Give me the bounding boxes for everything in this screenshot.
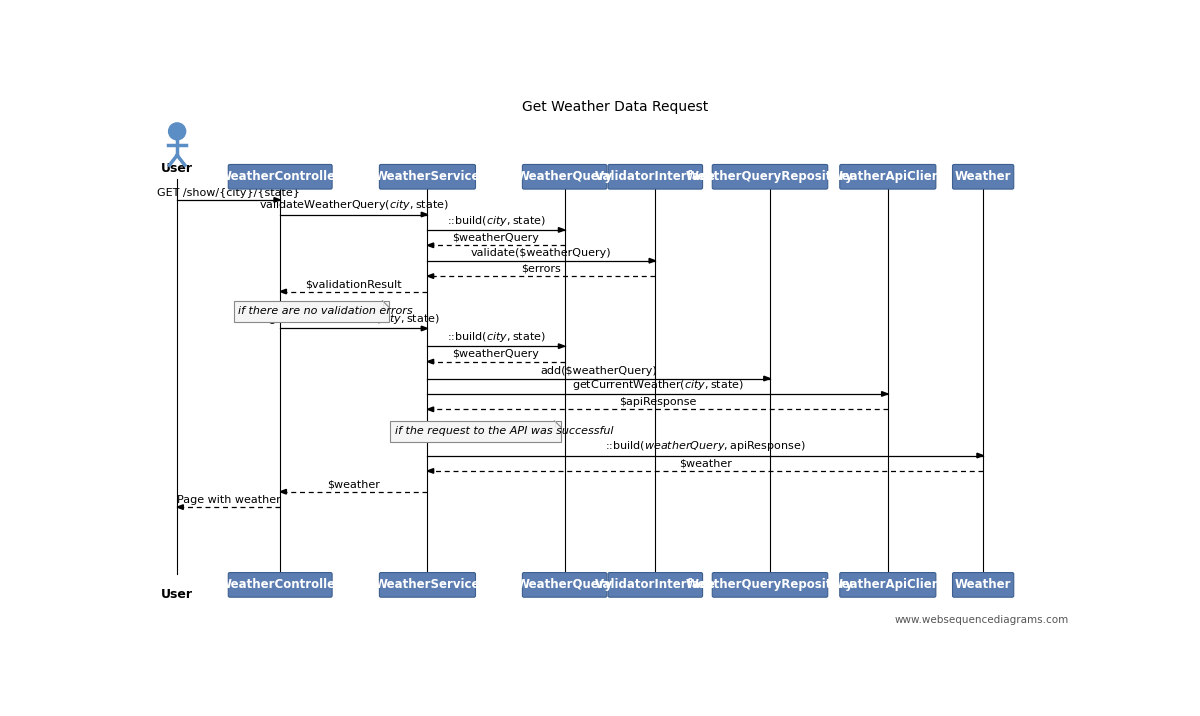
Text: if there are no validation errors: if there are no validation errors: [239, 306, 413, 316]
Text: if the request to the API was successful: if the request to the API was successful: [395, 426, 613, 436]
Text: validateWeatherQuery($city, $state): validateWeatherQuery($city, $state): [259, 198, 449, 212]
Polygon shape: [558, 228, 565, 232]
FancyBboxPatch shape: [379, 165, 475, 189]
Text: WeatherService: WeatherService: [374, 170, 480, 183]
Polygon shape: [649, 258, 655, 263]
FancyBboxPatch shape: [713, 573, 828, 597]
Text: getCurrentWeather($city, $state): getCurrentWeather($city, $state): [571, 377, 744, 392]
FancyBboxPatch shape: [840, 165, 936, 189]
Text: WeatherController: WeatherController: [218, 170, 342, 183]
Text: WeatherQuery: WeatherQuery: [516, 170, 613, 183]
Polygon shape: [178, 505, 184, 509]
FancyBboxPatch shape: [953, 573, 1014, 597]
Polygon shape: [281, 289, 287, 294]
Text: www.websequencediagrams.com: www.websequencediagrams.com: [894, 615, 1068, 625]
Text: ValidatorInterface: ValidatorInterface: [595, 170, 715, 183]
Polygon shape: [427, 243, 433, 248]
Polygon shape: [882, 392, 888, 396]
FancyBboxPatch shape: [608, 165, 702, 189]
Text: WeatherApiClient: WeatherApiClient: [829, 579, 946, 591]
Text: ValidatorInterface: ValidatorInterface: [595, 579, 715, 591]
Text: validate($weatherQuery): validate($weatherQuery): [472, 248, 612, 258]
Text: getCurrentWeather($city, $state): getCurrentWeather($city, $state): [268, 312, 439, 326]
FancyBboxPatch shape: [522, 165, 607, 189]
Polygon shape: [764, 376, 770, 381]
Text: Page with weather: Page with weather: [176, 495, 281, 505]
Polygon shape: [421, 212, 427, 217]
Text: WeatherApiClient: WeatherApiClient: [829, 170, 946, 183]
Text: $apiResponse: $apiResponse: [619, 397, 696, 407]
Text: WeatherController: WeatherController: [218, 579, 342, 591]
Polygon shape: [558, 344, 565, 349]
Polygon shape: [281, 490, 287, 494]
Text: ::build($weatherQuery, $apiResponse): ::build($weatherQuery, $apiResponse): [605, 439, 805, 453]
Text: User: User: [161, 163, 193, 175]
Text: $weather: $weather: [679, 459, 732, 468]
Polygon shape: [274, 198, 281, 202]
FancyBboxPatch shape: [228, 573, 332, 597]
FancyBboxPatch shape: [228, 165, 332, 189]
Text: $weatherQuery: $weatherQuery: [452, 349, 540, 359]
Polygon shape: [427, 407, 433, 412]
Text: WeatherQueryRepository: WeatherQueryRepository: [686, 579, 854, 591]
Polygon shape: [421, 326, 427, 331]
Text: WeatherQuery: WeatherQuery: [516, 579, 613, 591]
FancyBboxPatch shape: [953, 165, 1014, 189]
Polygon shape: [427, 359, 433, 364]
Text: User: User: [161, 588, 193, 601]
Polygon shape: [427, 468, 433, 473]
Text: $errors: $errors: [522, 263, 562, 274]
Text: Get Weather Data Request: Get Weather Data Request: [522, 100, 708, 114]
Text: ::build($city, $state): ::build($city, $state): [446, 213, 545, 228]
FancyBboxPatch shape: [840, 573, 936, 597]
Text: WeatherService: WeatherService: [374, 579, 480, 591]
Text: GET /show/{city}/{state}: GET /show/{city}/{state}: [157, 188, 300, 198]
Text: ::build($city, $state): ::build($city, $state): [446, 330, 545, 344]
Bar: [390, 421, 560, 442]
FancyBboxPatch shape: [608, 573, 702, 597]
Text: $weather: $weather: [328, 480, 380, 490]
Bar: [234, 301, 389, 321]
Polygon shape: [977, 453, 983, 458]
Text: add($weatherQuery): add($weatherQuery): [540, 366, 658, 376]
Text: Weather: Weather: [955, 170, 1012, 183]
FancyBboxPatch shape: [713, 165, 828, 189]
Text: Weather: Weather: [955, 579, 1012, 591]
FancyBboxPatch shape: [379, 573, 475, 597]
Text: WeatherQueryRepository: WeatherQueryRepository: [686, 170, 854, 183]
Circle shape: [168, 123, 186, 140]
Text: $validationResult: $validationResult: [306, 279, 402, 289]
Polygon shape: [427, 274, 433, 279]
FancyBboxPatch shape: [522, 573, 607, 597]
Text: $weatherQuery: $weatherQuery: [452, 233, 540, 243]
